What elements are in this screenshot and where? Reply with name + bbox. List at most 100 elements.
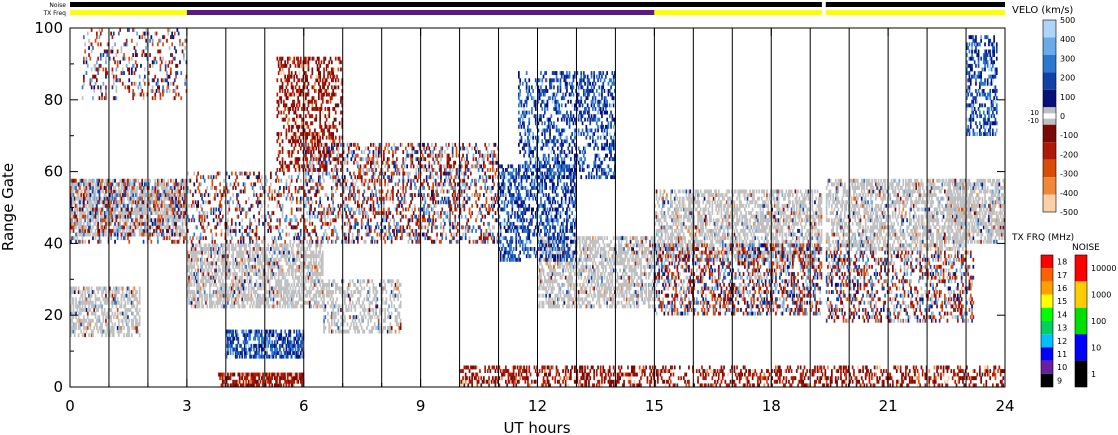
scatter-cell: [221, 254, 224, 259]
scatter-cell: [297, 279, 299, 284]
scatter-cell: [279, 67, 281, 72]
scatter-cell: [141, 229, 144, 233]
scatter-cell: [96, 67, 98, 72]
scatter-cell: [183, 200, 185, 205]
scatter-cell: [176, 182, 179, 187]
scatter-cell: [284, 304, 286, 309]
scatter-cell: [244, 340, 246, 345]
scatter-cell: [266, 247, 268, 251]
scatter-cell: [259, 275, 262, 280]
scatter-cell: [76, 193, 79, 197]
scatter-cell: [83, 214, 85, 219]
scatter-cell: [262, 329, 264, 334]
scatter-cell: [166, 232, 168, 237]
scatter-cell: [272, 272, 275, 276]
scatter-cell: [244, 279, 246, 284]
scatter-cell: [301, 286, 303, 291]
scatter-cell: [116, 326, 119, 330]
scatter-cell: [254, 293, 257, 298]
scatter-cell: [286, 290, 289, 294]
scatter-cell: [297, 264, 299, 269]
scatter-cell: [129, 297, 132, 302]
scatter-cell: [76, 218, 79, 223]
scatter-cell: [211, 239, 214, 244]
scatter-cell: [268, 250, 271, 255]
scatter-cell: [246, 225, 249, 230]
scatter-cell: [242, 329, 245, 334]
scatter-cell: [84, 218, 86, 223]
scatter-cell: [277, 229, 280, 233]
scatter-cell: [171, 218, 173, 223]
scatter-cell: [253, 214, 255, 219]
scatter-cell: [101, 225, 103, 230]
scatter-cell: [106, 71, 109, 75]
scatter-cell: [247, 175, 250, 180]
scatter-cell: [71, 200, 73, 205]
scatter-cell: [136, 218, 138, 223]
scatter-cell: [301, 186, 303, 190]
scatter-cell: [141, 178, 144, 183]
scatter-cell: [283, 99, 285, 104]
scatter-cell: [262, 336, 264, 341]
scatter-cell: [277, 372, 280, 377]
scatter-cell: [232, 247, 234, 251]
scatter-cell: [176, 193, 179, 197]
scatter-cell: [294, 304, 297, 309]
scatter-cell: [307, 146, 310, 151]
scatter-cell: [151, 63, 154, 68]
scatter-cell: [184, 211, 186, 215]
scatter-cell: [203, 178, 206, 183]
scatter-cell: [184, 193, 186, 197]
scatter-cell: [207, 261, 210, 266]
scatter-cell: [283, 272, 285, 276]
scatter-cell: [90, 290, 93, 294]
scatter-cell: [321, 211, 324, 215]
scatter-cell: [305, 182, 307, 187]
scatter-cell: [123, 42, 125, 47]
scatter-cell: [298, 63, 301, 68]
scatter-cell: [328, 128, 331, 133]
scatter-cell: [72, 329, 75, 334]
scatter-cell: [198, 182, 201, 187]
scatter-cell: [77, 225, 80, 230]
scatter-cell: [197, 264, 199, 269]
scatter-cell: [320, 257, 323, 262]
scatter-cell: [120, 211, 123, 215]
scatter-cell: [297, 254, 299, 259]
scatter-cell: [115, 304, 118, 309]
scatter-cell: [141, 189, 144, 194]
scatter-cell: [308, 124, 311, 129]
region-ionospheric-early: [70, 178, 188, 244]
scatter-cell: [72, 290, 75, 294]
scatter-cell: [109, 196, 111, 201]
scatter-cell: [97, 290, 99, 294]
scatter-cell: [80, 193, 83, 197]
scatter-cell: [299, 229, 302, 233]
scatter-cell: [258, 282, 260, 287]
scatter-cell: [303, 229, 306, 233]
noise-segment-0: [70, 2, 822, 7]
scatter-cell: [121, 229, 124, 233]
scatter-cell: [321, 160, 324, 165]
scatter-cell: [292, 225, 294, 230]
scatter-cell: [227, 347, 229, 352]
scatter-cell: [84, 214, 86, 219]
scatter-cell: [138, 182, 141, 187]
scatter-cell: [284, 63, 286, 68]
scatter-cell: [102, 315, 105, 320]
scatter-cell: [297, 247, 299, 251]
scatter-cell: [138, 318, 141, 323]
scatter-cell: [81, 293, 84, 298]
scatter-cell: [234, 300, 237, 305]
scatter-cell: [173, 207, 176, 212]
scatter-cell: [311, 142, 314, 147]
scatter-cell: [131, 211, 133, 215]
scatter-cell: [84, 239, 86, 244]
scatter-cell: [253, 354, 255, 359]
scatter-cell: [267, 372, 270, 377]
scatter-cell: [133, 46, 136, 50]
scatter-cell: [273, 236, 276, 241]
scatter-cell: [290, 282, 293, 287]
scatter-cell: [184, 81, 186, 86]
scatter-cell: [242, 293, 245, 298]
